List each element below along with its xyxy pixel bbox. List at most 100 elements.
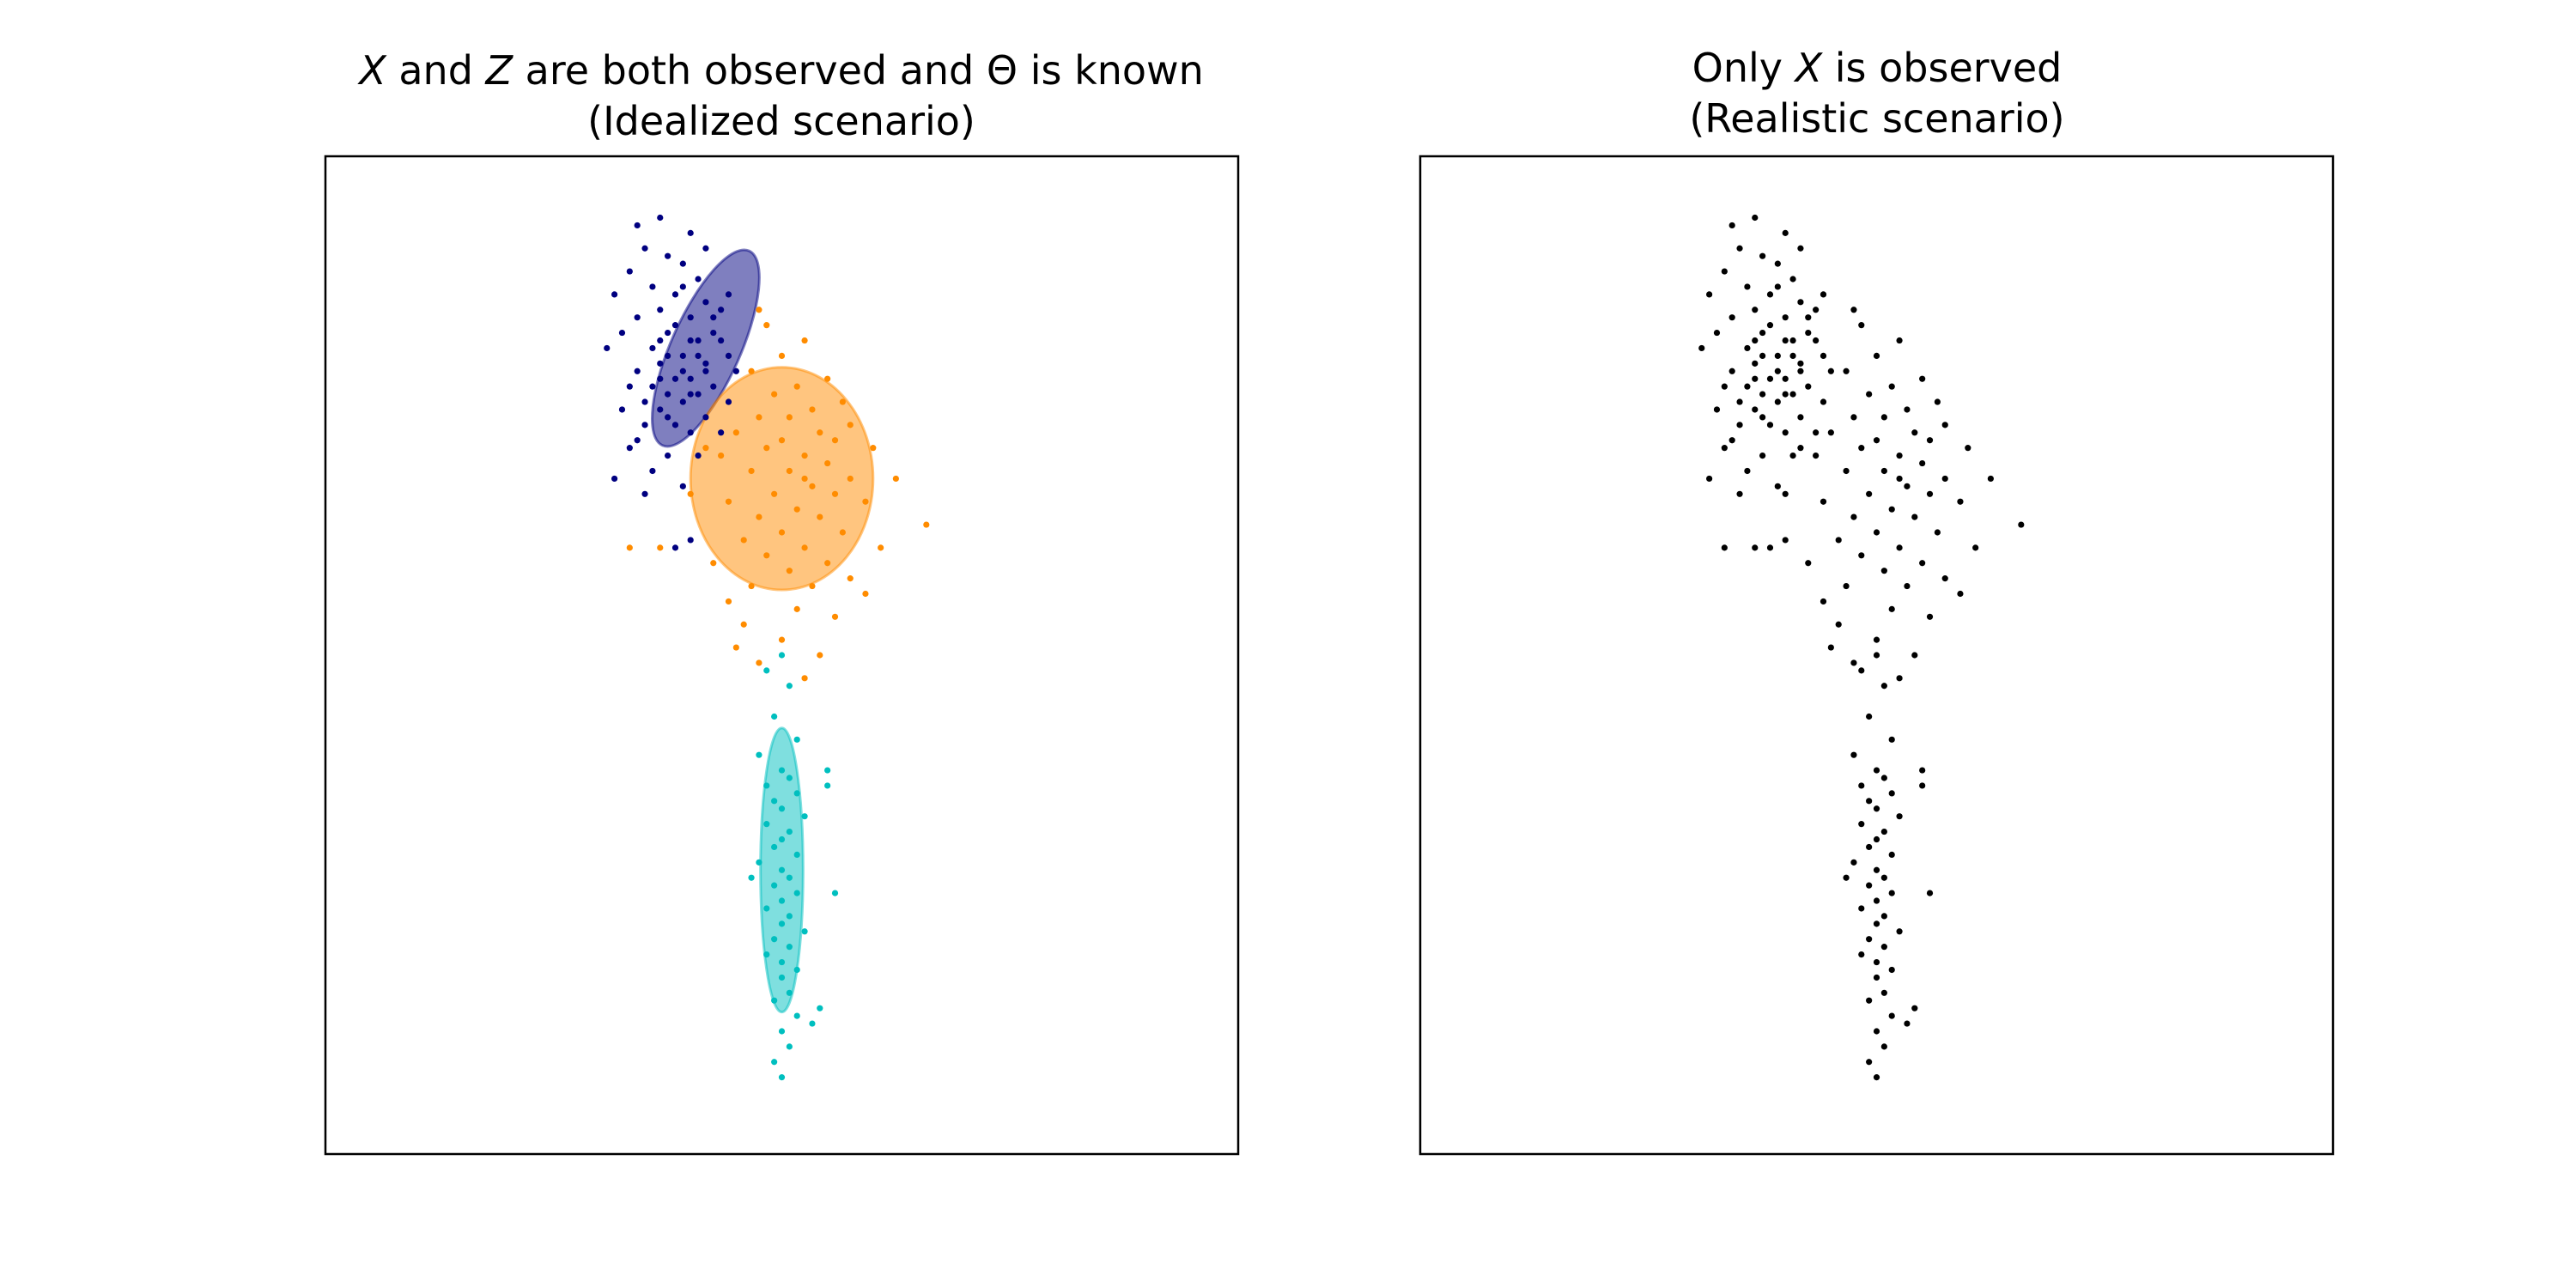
data-point-series-2 <box>786 944 793 951</box>
data-point-series-1 <box>763 322 770 329</box>
data-point-unlabeled <box>1926 890 1934 896</box>
data-point-unlabeled <box>1880 913 1887 920</box>
data-point-unlabeled <box>1805 329 1812 337</box>
data-point-series-1 <box>801 337 808 344</box>
data-point-series-2 <box>786 1043 793 1050</box>
data-point-unlabeled <box>1919 459 1926 467</box>
data-point-unlabeled <box>1896 675 1903 682</box>
data-point-unlabeled <box>1752 544 1759 551</box>
data-point-series-1 <box>824 459 831 467</box>
data-point-unlabeled <box>1789 276 1796 283</box>
data-point-unlabeled <box>1866 713 1873 720</box>
data-point-series-0 <box>710 329 717 337</box>
data-point-unlabeled <box>1880 568 1887 574</box>
data-point-unlabeled <box>1774 368 1781 374</box>
data-point-unlabeled <box>1880 467 1887 475</box>
data-point-unlabeled <box>1782 337 1789 344</box>
data-point-series-0 <box>702 368 709 374</box>
left-panel-plot <box>324 155 1240 1156</box>
data-point-unlabeled <box>1858 782 1865 789</box>
data-point-unlabeled <box>1896 813 1903 820</box>
data-point-unlabeled <box>1873 805 1880 812</box>
data-point-series-2 <box>771 997 778 1004</box>
data-point-series-0 <box>732 368 739 374</box>
data-point-series-2 <box>771 843 778 851</box>
data-point-unlabeled <box>1934 529 1941 536</box>
data-point-series-1 <box>839 529 846 536</box>
data-point-unlabeled <box>1843 467 1850 475</box>
data-point-series-1 <box>740 537 747 544</box>
data-point-unlabeled <box>1888 1012 1895 1019</box>
data-point-series-2 <box>778 1074 786 1081</box>
data-point-series-1 <box>786 414 793 421</box>
data-point-unlabeled <box>1835 621 1842 628</box>
data-point-series-0 <box>695 352 702 359</box>
left-title-text-and: and <box>386 47 486 94</box>
data-point-unlabeled <box>1782 429 1789 436</box>
data-point-unlabeled <box>1728 222 1735 229</box>
data-point-series-1 <box>801 675 808 682</box>
data-point-unlabeled <box>1896 928 1903 935</box>
data-point-unlabeled <box>1736 490 1743 497</box>
left-title-text-rest: are both observed and Θ is known <box>513 47 1204 94</box>
data-point-unlabeled <box>1752 307 1759 313</box>
data-point-series-2 <box>801 813 808 820</box>
data-point-series-0 <box>710 383 717 390</box>
data-point-unlabeled <box>1926 613 1934 620</box>
data-point-unlabeled <box>1873 974 1880 981</box>
data-point-unlabeled <box>1827 644 1834 651</box>
data-point-series-0 <box>671 544 679 551</box>
data-point-series-0 <box>695 276 702 283</box>
data-point-series-0 <box>641 245 648 252</box>
data-point-series-1 <box>725 598 732 605</box>
data-point-unlabeled <box>1782 537 1789 544</box>
data-point-unlabeled <box>1873 866 1880 873</box>
data-point-series-0 <box>702 414 709 421</box>
data-point-unlabeled <box>1744 283 1751 290</box>
data-point-unlabeled <box>1782 229 1789 236</box>
data-point-series-0 <box>649 344 656 352</box>
data-point-series-2 <box>786 913 793 920</box>
data-point-series-2 <box>831 890 839 896</box>
data-point-series-1 <box>809 483 816 489</box>
data-point-unlabeled <box>1752 375 1759 382</box>
data-point-unlabeled <box>1904 1020 1911 1027</box>
data-point-series-1 <box>740 621 747 628</box>
data-point-series-0 <box>702 245 709 252</box>
data-point-series-1 <box>824 375 831 382</box>
data-point-series-0 <box>649 467 656 475</box>
data-point-series-1 <box>778 437 786 444</box>
data-point-unlabeled <box>1789 391 1796 398</box>
data-point-unlabeled <box>1850 307 1857 313</box>
data-point-unlabeled <box>1698 344 1705 352</box>
left-title-var-x: X <box>357 47 387 94</box>
data-point-series-1 <box>687 490 694 497</box>
data-point-series-2 <box>763 782 770 789</box>
data-point-unlabeled <box>1866 843 1873 851</box>
data-point-unlabeled <box>1797 360 1804 367</box>
data-point-series-1 <box>756 307 762 313</box>
data-point-unlabeled <box>1843 874 1850 881</box>
data-point-series-2 <box>778 835 786 843</box>
data-point-series-2 <box>786 874 793 881</box>
data-point-series-1 <box>793 383 800 390</box>
data-point-unlabeled <box>1911 429 1918 436</box>
data-point-unlabeled <box>1941 422 1948 428</box>
data-point-series-2 <box>763 667 770 674</box>
data-point-series-1 <box>824 560 831 567</box>
data-point-unlabeled <box>1736 245 1743 252</box>
data-point-unlabeled <box>1752 406 1759 413</box>
data-point-series-0 <box>687 391 694 398</box>
data-point-unlabeled <box>1850 513 1857 520</box>
data-point-series-1 <box>801 544 808 551</box>
data-point-series-0 <box>604 344 611 352</box>
data-point-series-1 <box>793 605 800 612</box>
data-point-series-2 <box>793 1012 800 1019</box>
data-point-series-2 <box>778 920 786 927</box>
data-point-series-0 <box>657 375 664 382</box>
data-point-series-2 <box>756 751 762 758</box>
data-point-unlabeled <box>1934 398 1941 405</box>
data-point-series-2 <box>771 713 778 720</box>
data-point-unlabeled <box>1813 453 1820 459</box>
